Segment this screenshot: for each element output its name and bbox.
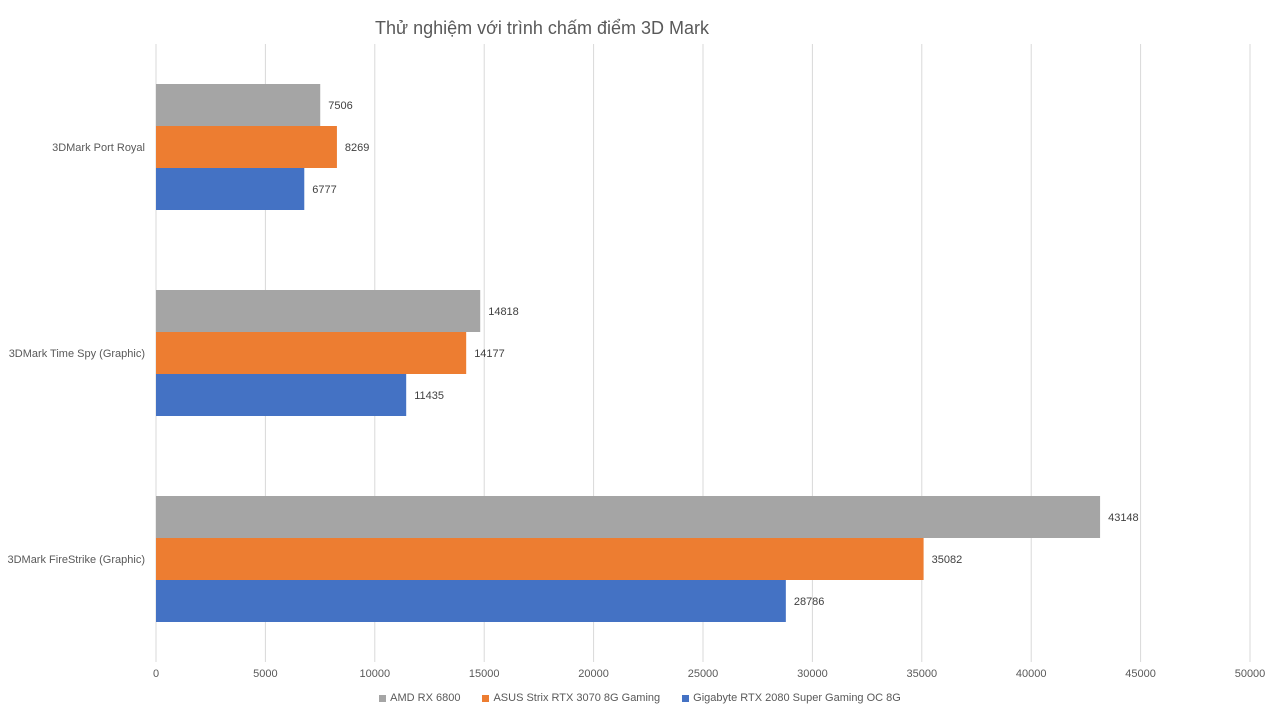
x-tick-label: 40000 <box>1016 668 1047 680</box>
bar <box>156 126 337 168</box>
legend-label: AMD RX 6800 <box>390 692 461 704</box>
data-label: 6777 <box>312 184 336 196</box>
data-label: 8269 <box>345 142 369 154</box>
chart-title: Thử nghiệm với trình chấm điểm 3D Mark <box>375 18 709 38</box>
category-label: 3DMark FireStrike (Graphic) <box>7 554 145 566</box>
legend-swatch <box>682 694 690 702</box>
legend: AMD RX 6800 ASUS Strix RTX 3070 8G Gaming… <box>0 692 1280 704</box>
data-label: 35082 <box>932 554 963 566</box>
data-label: 11435 <box>414 390 444 402</box>
x-tick-label: 35000 <box>907 668 938 680</box>
legend-label: Gigabyte RTX 2080 Super Gaming OC 8G <box>693 692 901 704</box>
bar <box>156 374 407 416</box>
x-tick-label: 0 <box>153 668 159 680</box>
bar <box>156 332 467 374</box>
data-label: 14177 <box>474 348 505 360</box>
x-tick-label: 15000 <box>469 668 500 680</box>
x-tick-label: 25000 <box>688 668 719 680</box>
data-label: 43148 <box>1108 512 1139 524</box>
bar <box>156 496 1101 538</box>
legend-item: Gigabyte RTX 2080 Super Gaming OC 8G <box>682 692 901 704</box>
category-label: 3DMark Port Royal <box>52 142 145 154</box>
category-label: 3DMark Time Spy (Graphic) <box>9 348 145 360</box>
bar <box>156 168 305 210</box>
x-tick-label: 45000 <box>1125 668 1156 680</box>
x-tick-label: 20000 <box>578 668 609 680</box>
legend-swatch <box>379 694 387 702</box>
x-tick-label: 10000 <box>360 668 391 680</box>
x-tick-label: 5000 <box>253 668 277 680</box>
x-tick-label: 50000 <box>1235 668 1266 680</box>
bar <box>156 580 786 622</box>
bar <box>156 290 481 332</box>
bar <box>156 84 321 126</box>
legend-swatch <box>482 694 490 702</box>
x-tick-label: 30000 <box>797 668 828 680</box>
data-label: 28786 <box>794 596 825 608</box>
legend-item: ASUS Strix RTX 3070 8G Gaming <box>482 692 660 704</box>
data-label: 7506 <box>328 100 352 112</box>
legend-label: ASUS Strix RTX 3070 8G Gaming <box>493 692 661 704</box>
data-label: 14818 <box>488 306 519 318</box>
legend-item: AMD RX 6800 <box>379 692 460 704</box>
bar <box>156 538 924 580</box>
